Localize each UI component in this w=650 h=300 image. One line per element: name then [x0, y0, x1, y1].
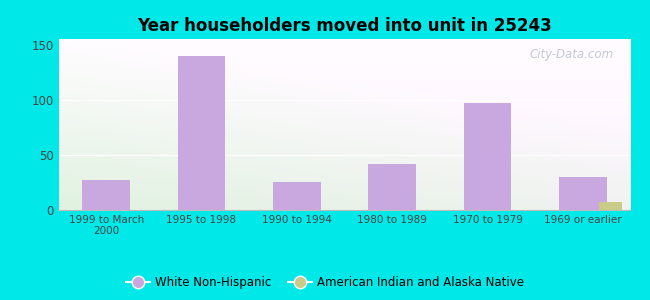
Text: City-Data.com: City-Data.com [529, 47, 614, 61]
Bar [177, 56, 226, 210]
Bar [599, 202, 623, 210]
Bar [369, 164, 416, 210]
Bar [83, 180, 130, 210]
Bar [559, 177, 606, 210]
Bar [463, 103, 512, 210]
Legend: White Non-Hispanic, American Indian and Alaska Native: White Non-Hispanic, American Indian and … [122, 272, 528, 294]
Bar [273, 182, 320, 210]
Title: Year householders moved into unit in 25243: Year householders moved into unit in 252… [137, 17, 552, 35]
